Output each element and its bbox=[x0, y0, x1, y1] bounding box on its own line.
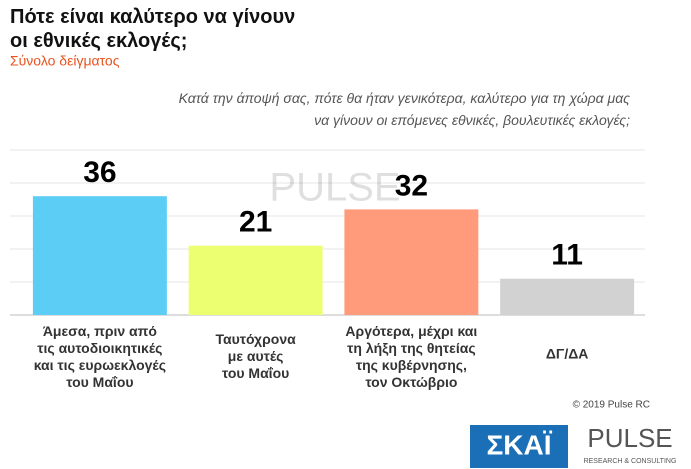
pulse-logo-sub: RESEARCH & CONSULTING bbox=[584, 458, 677, 465]
chart-title: Πότε είναι καλύτερο να γίνουν οι εθνικές … bbox=[10, 6, 295, 52]
data-label: 21 bbox=[239, 206, 272, 239]
bar bbox=[344, 209, 479, 315]
skai-logo: ΣΚΑΪ bbox=[486, 429, 552, 460]
skai-logo-box bbox=[470, 425, 568, 468]
question: Κατά την άποψή σας, πότε θα ήταν γενικότ… bbox=[179, 90, 631, 128]
chart-subtitle: Σύνολο δείγματος bbox=[10, 53, 120, 69]
data-label: 36 bbox=[83, 156, 116, 189]
x-tick-label: ΔΓ/ΔΑ bbox=[546, 346, 589, 362]
watermark: PULSE bbox=[269, 166, 400, 210]
x-tick-label: Άμεσα, πριν από τις αυτοδιοικητικές και τι… bbox=[34, 323, 166, 390]
pulse-logo: PULSE bbox=[587, 423, 672, 453]
x-tick-label: Ταυτόχρονα με αυτές του Μαΐου bbox=[216, 331, 297, 381]
data-label: 11 bbox=[551, 239, 583, 272]
bar bbox=[500, 278, 635, 315]
x-tick-label: Αργότερα, μέχρι και τη λήξη της θητείας τη… bbox=[345, 323, 477, 390]
data-label: 32 bbox=[395, 169, 428, 202]
copyright: © 2019 Pulse RC bbox=[573, 400, 650, 411]
bar bbox=[188, 245, 323, 315]
bar bbox=[32, 196, 167, 315]
